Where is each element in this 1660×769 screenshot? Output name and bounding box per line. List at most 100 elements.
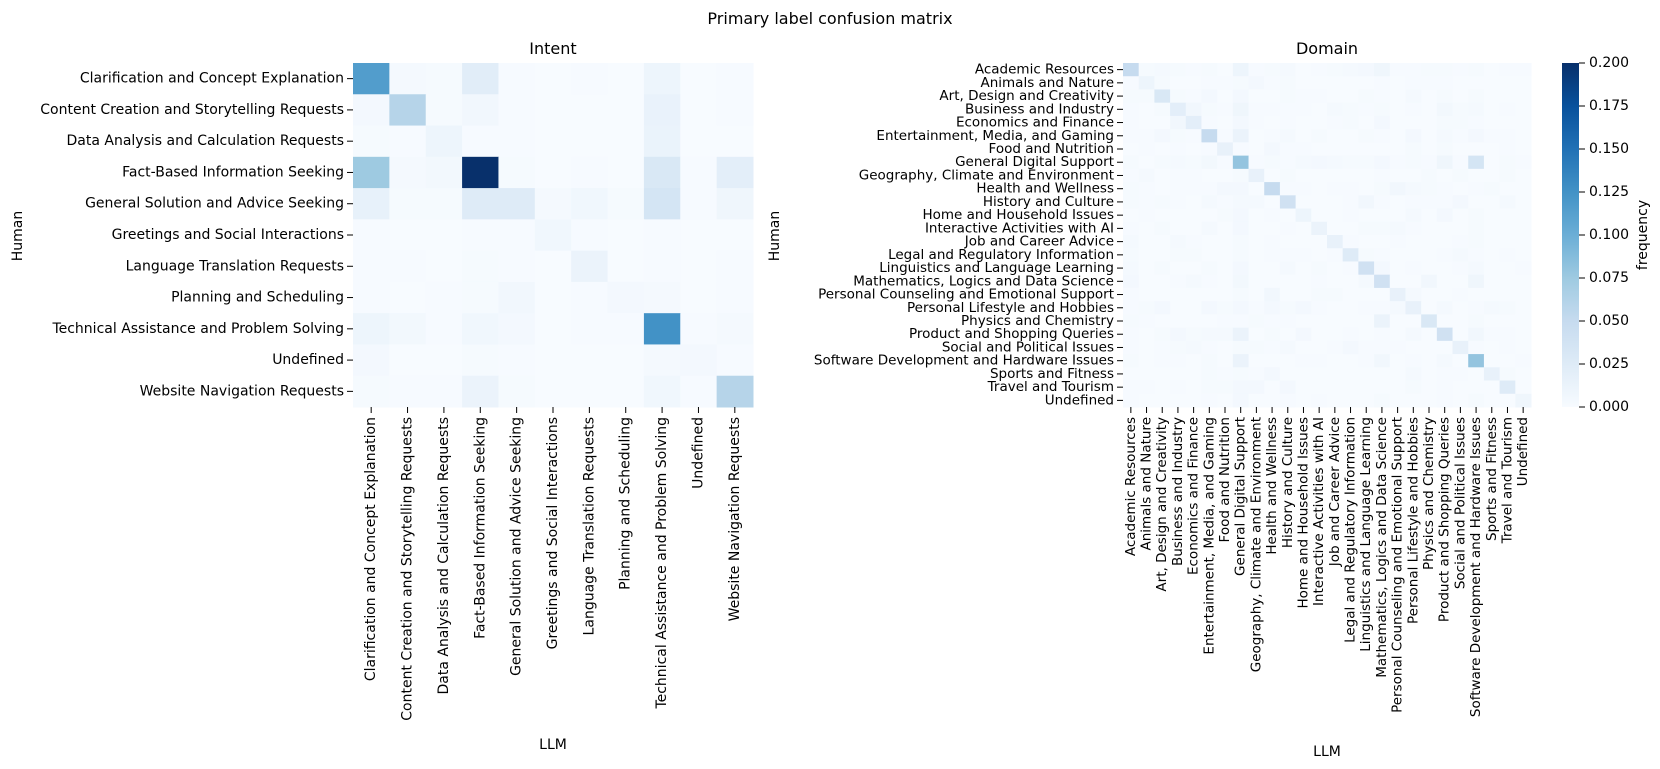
- intent-heatmap: Intent LLM Human Clarification and Conce…: [10, 39, 754, 753]
- domain-cell-r2-c12: [1311, 89, 1328, 104]
- domain-cell-r8-c2: [1154, 168, 1171, 183]
- domain-cell-r19-c5: [1201, 314, 1218, 329]
- domain-cell-r17-c8: [1248, 287, 1265, 302]
- domain-cell-r11-c19: [1421, 208, 1438, 223]
- domain-cell-r14-c19: [1421, 248, 1438, 262]
- domain-cell-r8-c13: [1327, 168, 1344, 183]
- domain-cell-r6-c2: [1154, 142, 1171, 157]
- domain-cell-r8-c14: [1342, 168, 1359, 183]
- domain-cell-r4-c21: [1452, 115, 1469, 130]
- domain-cell-r3-c8: [1248, 102, 1265, 117]
- intent-cell-r1-c6: [571, 94, 609, 127]
- domain-cell-r12-c5: [1201, 221, 1218, 236]
- domain-cell-r25-c3: [1170, 393, 1187, 408]
- domain-col-label-mathematics-logics-and-data-science: Mathematics, Logics and Data Science: [1374, 417, 1390, 678]
- domain-cell-r4-c1: [1138, 115, 1155, 130]
- domain-cell-r22-c19: [1421, 354, 1438, 368]
- domain-cell-r0-c4: [1185, 63, 1202, 77]
- domain-cell-r19-c22: [1468, 314, 1485, 329]
- domain-cell-r9-c21: [1452, 182, 1469, 196]
- domain-cell-r10-c24: [1499, 195, 1516, 210]
- domain-cell-r4-c8: [1248, 115, 1265, 130]
- domain-cell-r4-c24: [1499, 115, 1516, 130]
- domain-cell-r8-c17: [1389, 168, 1406, 183]
- intent-cell-r7-c8: [643, 281, 681, 314]
- domain-cell-r12-c9: [1264, 221, 1281, 236]
- domain-cell-r2-c8: [1248, 89, 1265, 104]
- domain-cell-r4-c19: [1421, 115, 1438, 130]
- domain-cell-r5-c8: [1248, 129, 1265, 143]
- domain-cell-r15-c2: [1154, 261, 1171, 276]
- domain-cell-r3-c11: [1295, 102, 1312, 117]
- intent-cell-r4-c2: [425, 188, 463, 220]
- domain-cell-r8-c4: [1185, 168, 1202, 183]
- domain-cell-r18-c25: [1515, 301, 1532, 315]
- domain-cell-r22-c16: [1374, 354, 1391, 368]
- domain-xlabel: LLM: [1313, 744, 1341, 760]
- domain-heatmap: Domain LLM Human Academic ResourcesAnima…: [767, 39, 1532, 760]
- domain-cell-r23-c4: [1185, 367, 1202, 382]
- domain-cell-r21-c25: [1515, 340, 1532, 355]
- intent-col-label-data-analysis-and-calculation-requests: Data Analysis and Calculation Requests: [436, 417, 452, 695]
- domain-cell-r18-c18: [1405, 301, 1422, 315]
- domain-cell-r20-c7: [1232, 327, 1250, 342]
- domain-cell-r23-c11: [1295, 367, 1312, 382]
- domain-cell-r20-c22: [1468, 327, 1485, 342]
- domain-cell-r7-c11: [1295, 155, 1312, 170]
- domain-cell-r0-c24: [1499, 63, 1516, 77]
- domain-cell-r25-c20: [1436, 393, 1454, 408]
- domain-col-label-home-and-household-issues: Home and Household Issues: [1295, 417, 1311, 609]
- figure-suptitle: Primary label confusion matrix: [707, 9, 952, 28]
- domain-cell-r16-c6: [1217, 274, 1234, 289]
- domain-cell-r12-c24: [1499, 221, 1516, 236]
- domain-row-label-food-and-nutrition: Food and Nutrition: [989, 141, 1114, 157]
- domain-row-label-home-and-household-issues: Home and Household Issues: [922, 207, 1114, 223]
- intent-cell-r0-c7: [607, 63, 645, 95]
- domain-cell-r24-c1: [1138, 380, 1155, 395]
- domain-cell-r3-c4: [1185, 102, 1202, 117]
- domain-cell-r14-c24: [1499, 248, 1516, 262]
- domain-cell-r14-c12: [1311, 248, 1328, 262]
- domain-cell-r12-c15: [1358, 221, 1375, 236]
- domain-cell-r6-c5: [1201, 142, 1218, 157]
- domain-cell-r20-c5: [1201, 327, 1218, 342]
- intent-cell-r4-c7: [607, 188, 645, 220]
- domain-cell-r19-c23: [1483, 314, 1501, 329]
- domain-cell-r23-c10: [1279, 367, 1297, 382]
- intent-cell-r1-c3: [462, 94, 499, 127]
- domain-cell-r15-c4: [1185, 261, 1202, 276]
- domain-cell-r16-c4: [1185, 274, 1202, 289]
- intent-cell-r6-c5: [534, 250, 572, 283]
- domain-cell-r23-c18: [1405, 367, 1422, 382]
- intent-cell-r1-c1: [389, 94, 427, 127]
- domain-cell-r19-c0: [1123, 314, 1140, 329]
- domain-cell-r3-c23: [1483, 102, 1501, 117]
- domain-cell-r21-c1: [1138, 340, 1155, 355]
- domain-cell-r0-c6: [1217, 63, 1234, 77]
- intent-row-label-technical-assistance-and-problem-solving: Technical Assistance and Problem Solving: [51, 321, 344, 337]
- domain-cell-r21-c19: [1421, 340, 1438, 355]
- intent-cell-r7-c9: [680, 281, 718, 314]
- domain-cell-r1-c14: [1342, 76, 1359, 90]
- domain-cell-r17-c14: [1342, 287, 1359, 302]
- intent-cell-r6-c1: [389, 250, 427, 283]
- domain-cell-r8-c5: [1201, 168, 1218, 183]
- domain-cell-r4-c10: [1279, 115, 1297, 130]
- domain-cell-r3-c16: [1374, 102, 1391, 117]
- domain-cell-r3-c10: [1279, 102, 1297, 117]
- domain-cell-r23-c14: [1342, 367, 1359, 382]
- domain-cell-r25-c6: [1217, 393, 1234, 408]
- domain-cell-r15-c23: [1483, 261, 1501, 276]
- domain-cell-r3-c1: [1138, 102, 1155, 117]
- domain-cell-r9-c8: [1248, 182, 1265, 196]
- domain-cell-r19-c24: [1499, 314, 1516, 329]
- domain-cell-r15-c22: [1468, 261, 1485, 276]
- domain-cell-r14-c15: [1358, 248, 1375, 262]
- intent-cell-r0-c10: [716, 63, 754, 95]
- domain-cell-r12-c10: [1279, 221, 1297, 236]
- domain-col-label-job-and-career-advice: Job and Career Advice: [1327, 417, 1343, 567]
- domain-cell-r4-c0: [1123, 115, 1140, 130]
- domain-cell-r23-c17: [1389, 367, 1406, 382]
- domain-cell-r8-c8: [1248, 168, 1265, 183]
- intent-cell-r7-c5: [534, 281, 572, 314]
